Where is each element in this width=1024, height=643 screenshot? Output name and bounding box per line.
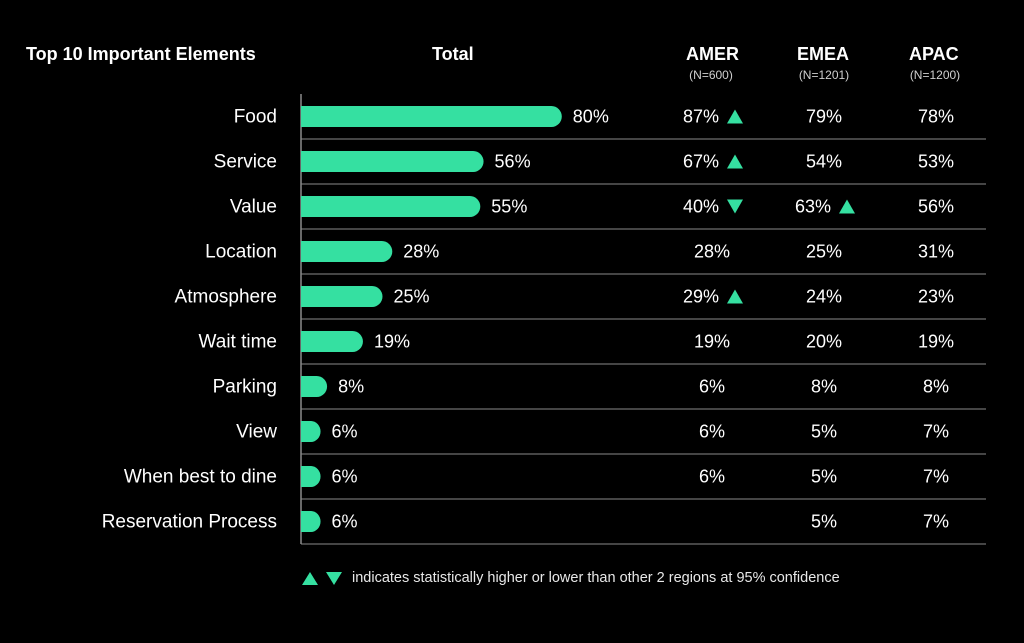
total-bar-base [301,106,312,127]
region-value-emea: 54% [806,152,842,172]
total-value-label: 56% [495,152,531,172]
region-value-amer: 67% [683,152,719,172]
region-value-emea: 24% [806,287,842,307]
region-value-emea: 5% [811,467,837,487]
region-value-amer: 6% [699,377,725,397]
region-value-apac: 7% [923,512,949,532]
elements-header: Top 10 Important Elements [26,44,256,64]
region-value-apac: 53% [918,152,954,172]
total-bar-base [301,241,312,262]
region-value-emea: 8% [811,377,837,397]
emea-header: EMEA [797,44,850,64]
total-value-label: 80% [573,107,609,127]
region-value-apac: 7% [923,422,949,442]
region-value-emea: 5% [811,512,837,532]
total-bar [301,286,383,307]
category-label: Service [214,152,277,173]
region-value-emea: 5% [811,422,837,442]
significance-up-icon [727,109,743,124]
total-bar [301,151,484,172]
region-value-apac: 23% [918,287,954,307]
region-value-amer: 6% [699,467,725,487]
total-bar-base [301,466,312,487]
region-value-apac: 19% [918,332,954,352]
significance-up-icon [727,154,743,169]
significance-arrows-icon [302,572,342,585]
emea-n-label: (N=1201) [798,68,850,82]
category-label: Atmosphere [175,287,277,308]
total-value-label: 19% [374,332,410,352]
total-value-label: 55% [491,197,527,217]
total-bar [301,331,363,352]
apac-n-label: (N=1200) [909,68,961,82]
region-value-apac: 7% [923,467,949,487]
total-bar-base [301,331,312,352]
category-label: When best to dine [124,467,277,488]
significance-down-icon [727,199,743,214]
region-value-amer: 6% [699,422,725,442]
total-header: Total [432,44,474,64]
total-bar-base [301,421,312,442]
total-bar [301,196,481,217]
total-value-label: 28% [403,242,439,262]
total-value-label: 6% [332,467,358,487]
category-label: Parking [213,377,277,398]
region-value-amer: 19% [694,332,730,352]
category-label: Value [230,197,277,218]
total-bar [301,241,393,262]
region-value-apac: 78% [918,107,954,127]
category-label: Food [234,107,277,128]
legend-text: indicates statistically higher or lower … [352,570,840,586]
total-bar-base [301,151,312,172]
total-bar-base [301,286,312,307]
total-value-label: 25% [394,287,430,307]
category-label: View [236,422,277,443]
region-value-apac: 8% [923,377,949,397]
amer-header: AMER [686,44,739,64]
bar-chart: Food 80% 87% 79% 78% Service 56% 67% 54% 53% Value… [102,94,986,545]
significance-up-icon [839,199,855,214]
region-value-amer: 87% [683,107,719,127]
total-value-label: 6% [332,512,358,532]
category-label: Wait time [199,332,277,353]
region-value-apac: 31% [918,242,954,262]
amer-n-label: (N=600) [689,68,733,82]
total-bar [301,106,562,127]
legend: indicates statistically higher or lower … [302,570,840,586]
region-value-amer: 28% [694,242,730,262]
apac-header: APAC [909,44,959,64]
region-value-emea: 20% [806,332,842,352]
category-label: Location [205,242,277,263]
total-value-label: 6% [332,422,358,442]
significance-up-icon [727,289,743,304]
region-value-amer: 40% [683,197,719,217]
total-bar-base [301,511,312,532]
total-bar-base [301,376,312,397]
total-value-label: 8% [338,377,364,397]
region-value-emea: 63% [795,197,831,217]
region-value-emea: 25% [806,242,842,262]
region-value-emea: 79% [806,107,842,127]
total-bar-base [301,196,312,217]
region-value-amer: 29% [683,287,719,307]
category-label: Reservation Process [102,512,277,533]
region-value-apac: 56% [918,197,954,217]
